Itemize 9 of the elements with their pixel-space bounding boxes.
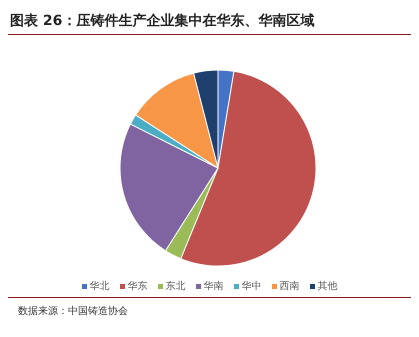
chart-title: 图表 26：压铸件生产企业集中在华东、华南区域: [9, 12, 316, 31]
legend-label: 华北: [90, 280, 110, 293]
legend-label: 其他: [318, 280, 338, 293]
legend-label: 华南: [204, 280, 224, 293]
legend-label: 华东: [128, 280, 148, 293]
legend-label: 华中: [242, 280, 262, 293]
source-note: 数据来源：中国铸造协会: [17, 304, 129, 318]
legend-label: 东北: [166, 280, 186, 293]
legend-label: 西南: [280, 280, 300, 293]
